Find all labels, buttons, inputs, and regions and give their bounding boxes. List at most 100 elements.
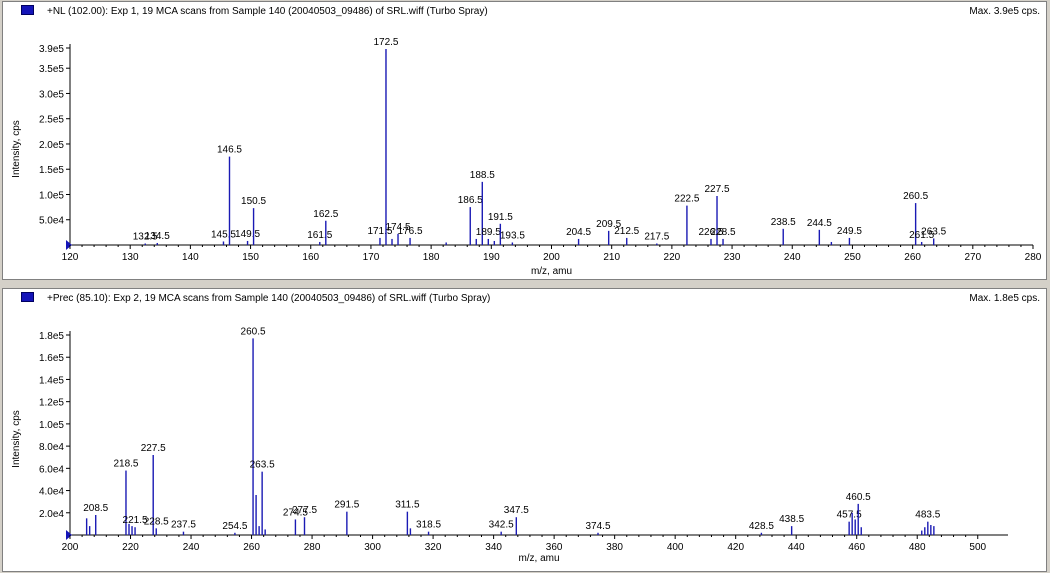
y-tick-label: 1.8e5 (39, 331, 64, 342)
peak-label: 174.5 (386, 222, 411, 233)
peak-label: 176.5 (398, 226, 423, 237)
x-tick-label: 170 (363, 252, 380, 263)
y-tick-label: 1.5e5 (39, 165, 64, 176)
peak-label: 162.5 (313, 209, 338, 220)
peak-label: 204.5 (566, 227, 591, 238)
spectrum-chart-prec[interactable]: 200 220 240 260 280 300 320 340 360 380 400 420 440 4… (3, 289, 1046, 571)
x-tick-label: 230 (724, 252, 741, 263)
y-tick-label: 2.0e4 (39, 509, 64, 520)
x-tick-label: 200 (62, 542, 79, 553)
peak-label: 228.5 (144, 516, 169, 527)
pane-header: +NL (102.00): Exp 1, 19 MCA scans from S… (3, 2, 1046, 20)
x-axis-title: m/z, amu (531, 266, 572, 277)
x-tick-label: 270 (964, 252, 981, 263)
peak-label: 217.5 (644, 231, 669, 242)
x-tick-label: 260 (904, 252, 921, 263)
baseline-marker-icon (66, 530, 72, 540)
x-tick-label: 220 (664, 252, 681, 263)
spectrum-chart-nl[interactable]: 120 130 140 150 160 170 180 190 200 210 220 230 240 2… (3, 2, 1046, 279)
y-tick-label: 6.0e4 (39, 464, 64, 475)
x-tick-label: 280 (304, 542, 321, 553)
peak-label: 460.5 (846, 492, 871, 503)
peak-label: 146.5 (217, 145, 242, 156)
x-tick-label: 480 (909, 542, 926, 553)
peak-label: 374.5 (585, 521, 610, 532)
peak-label: 263.5 (250, 460, 275, 471)
x-tick-label: 440 (788, 542, 805, 553)
x-tick-label: 260 (243, 542, 260, 553)
peak-label: 261.5 (909, 230, 934, 241)
peak-label: 221.5 (123, 515, 148, 526)
peak-label: 172.5 (373, 37, 398, 48)
peak-label: 150.5 (241, 196, 266, 207)
series-color-marker[interactable] (21, 5, 34, 15)
peak-label: 457.5 (837, 510, 862, 521)
x-tick-label: 300 (364, 542, 381, 553)
peak-label: 189.5 (476, 227, 501, 238)
peak-label: 428.5 (749, 521, 774, 532)
peak-label: 145.5 (211, 229, 236, 240)
y-tick-label: 1.4e5 (39, 375, 64, 386)
peak-label: 208.5 (83, 503, 108, 514)
x-tick-label: 400 (667, 542, 684, 553)
peak-label: 149.5 (235, 229, 260, 240)
x-tick-label: 500 (969, 542, 986, 553)
spectrum-pane-nl: +NL (102.00): Exp 1, 19 MCA scans from S… (2, 1, 1047, 280)
peak-label: 244.5 (807, 218, 832, 229)
x-tick-label: 130 (122, 252, 139, 263)
y-tick-label: 1.0e5 (39, 190, 64, 201)
peak-label: 260.5 (903, 191, 928, 202)
y-axis-title: Intensity, cps (11, 410, 22, 468)
x-tick-label: 240 (784, 252, 801, 263)
peak-label: 277.5 (292, 505, 317, 516)
series-color-marker[interactable] (21, 292, 34, 302)
peak-label: 228.5 (711, 227, 736, 238)
peak-label: 227.5 (705, 184, 730, 195)
x-tick-label: 120 (62, 252, 79, 263)
x-tick-label: 240 (183, 542, 200, 553)
y-tick-label: 4.0e4 (39, 487, 64, 498)
x-tick-label: 200 (543, 252, 560, 263)
x-tick-label: 140 (182, 252, 199, 263)
x-tick-label: 360 (546, 542, 563, 553)
y-tick-label: 1.0e5 (39, 420, 64, 431)
baseline-marker-icon (66, 240, 72, 250)
x-tick-label: 280 (1025, 252, 1042, 263)
y-tick-label: 2.5e5 (39, 115, 64, 126)
x-tick-label: 190 (483, 252, 500, 263)
peak-label: 438.5 (779, 514, 804, 525)
peak-label: 274.5 (283, 507, 308, 518)
peak-label: 209.5 (596, 219, 621, 230)
y-tick-label: 1.6e5 (39, 353, 64, 364)
x-tick-label: 210 (603, 252, 620, 263)
peak-label: 291.5 (334, 500, 359, 511)
pane-title: +NL (102.00): Exp 1, 19 MCA scans from S… (47, 6, 488, 17)
peak-label: 483.5 (915, 510, 940, 521)
pane-header: +Prec (85.10): Exp 2, 19 MCA scans from … (3, 289, 1046, 307)
peak-label: 249.5 (837, 226, 862, 237)
x-axis-title: m/z, amu (518, 553, 559, 564)
x-tick-label: 420 (727, 542, 744, 553)
peak-label: 193.5 (500, 230, 525, 241)
x-tick-label: 380 (606, 542, 623, 553)
peak-label: 134.5 (145, 231, 170, 242)
peak-label: 227.5 (141, 443, 166, 454)
peak-label: 218.5 (113, 459, 138, 470)
peak-label: 226.5 (698, 227, 723, 238)
peak-label: 263.5 (921, 226, 946, 237)
peak-label: 238.5 (771, 217, 796, 228)
max-intensity-label: Max. 3.9e5 cps. (969, 6, 1040, 17)
peak-label: 260.5 (241, 326, 266, 337)
x-tick-label: 250 (844, 252, 861, 263)
peak-label: 188.5 (470, 170, 495, 181)
peak-label: 161.5 (307, 230, 332, 241)
peak-label: 254.5 (222, 521, 247, 532)
peak-label: 132.5 (133, 231, 158, 242)
y-tick-label: 3.5e5 (39, 64, 64, 75)
peak-label: 342.5 (489, 520, 514, 531)
x-tick-label: 340 (485, 542, 502, 553)
y-tick-label: 1.2e5 (39, 398, 64, 409)
peak-label: 212.5 (614, 226, 639, 237)
max-intensity-label: Max. 1.8e5 cps. (969, 293, 1040, 304)
y-tick-label: 8.0e4 (39, 442, 64, 453)
